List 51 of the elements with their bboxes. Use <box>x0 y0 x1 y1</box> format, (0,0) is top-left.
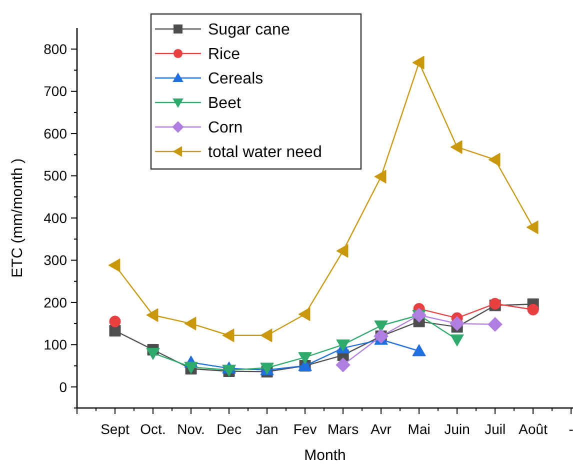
x-tick-label: Août <box>518 421 548 437</box>
y-axis-title: ETC (mm/month ) <box>9 158 26 278</box>
y-tick-label: 300 <box>44 252 68 268</box>
point <box>336 358 350 372</box>
x-tick-label: Fev <box>293 421 317 437</box>
legend-label: Rice <box>208 46 240 64</box>
legend-label: Cereals <box>208 70 264 88</box>
legend-label: Sugar cane <box>208 22 290 39</box>
point <box>526 220 538 234</box>
y-tick-label: 100 <box>44 336 68 353</box>
y-tick-label: 800 <box>44 41 68 58</box>
point <box>109 316 121 328</box>
point <box>298 352 312 364</box>
x-tick-label: Dec <box>216 421 242 437</box>
legend-label: Corn <box>208 120 243 137</box>
legend-label: Beet <box>208 95 242 112</box>
x-tick-label: Oct. <box>140 421 166 437</box>
point <box>222 328 234 342</box>
x-tick-label: Avr <box>370 421 392 437</box>
point <box>527 304 539 316</box>
point <box>298 307 310 322</box>
y-tick-label: 500 <box>44 168 68 184</box>
x-tick-label: Jan <box>256 421 278 437</box>
x-tick-label: Nov. <box>177 421 205 437</box>
point <box>108 258 120 272</box>
point <box>260 328 272 342</box>
x-tick-label: Juin <box>444 421 470 437</box>
point <box>450 140 462 154</box>
point <box>184 316 196 330</box>
x-tick-label: Sept <box>100 421 130 437</box>
point <box>146 308 158 322</box>
x-tick-label: Juil <box>484 421 506 437</box>
point <box>488 152 500 167</box>
y-tick-label: 600 <box>44 125 68 142</box>
y-tick-label: 200 <box>44 294 68 310</box>
x-tick-label: Mars <box>327 421 359 437</box>
y-tick-label: 0 <box>59 378 68 395</box>
point <box>450 316 464 331</box>
y-tick-label: 400 <box>44 210 68 226</box>
point <box>374 170 386 184</box>
y-tick-label: 700 <box>44 83 68 100</box>
point <box>412 56 424 70</box>
x-axis-title: Month <box>304 447 346 464</box>
x-tick-label: - <box>568 421 573 437</box>
point <box>146 348 160 360</box>
point <box>488 317 502 332</box>
point <box>412 344 426 356</box>
point <box>450 334 464 346</box>
legend-label: total water need <box>208 144 322 162</box>
point <box>336 244 348 258</box>
x-tick-label: Mai <box>408 421 430 437</box>
